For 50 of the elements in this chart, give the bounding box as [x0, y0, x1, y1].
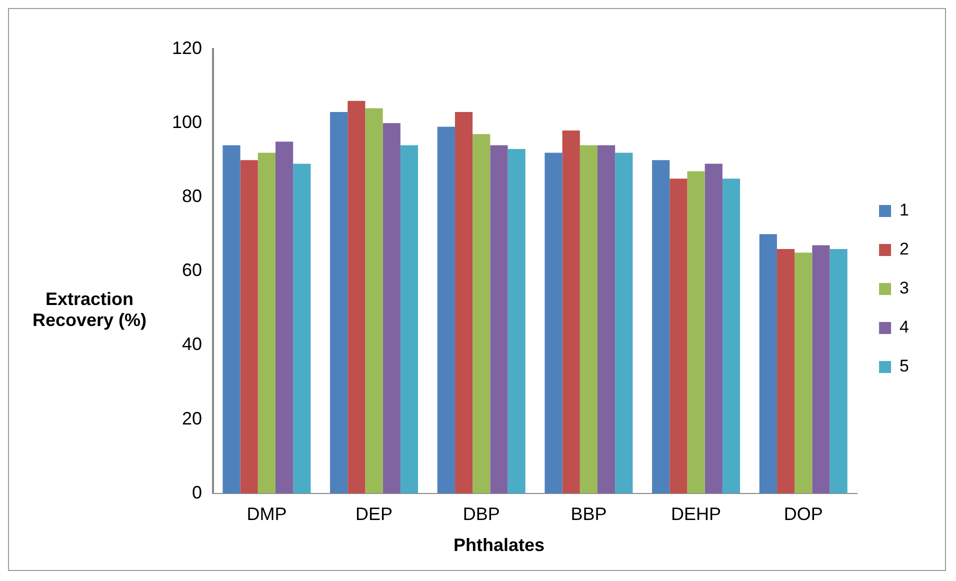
- y-axis-title: Extraction Recovery (%): [31, 289, 148, 331]
- bar: [330, 112, 348, 494]
- x-tick-label: DEP: [356, 504, 393, 524]
- legend-label: 5: [900, 356, 910, 376]
- x-tick-label: DBP: [462, 504, 500, 524]
- bar: [240, 160, 258, 494]
- bar: [580, 145, 598, 494]
- bar: [544, 152, 562, 494]
- bar: [222, 145, 240, 494]
- bar: [437, 126, 455, 494]
- x-tick-label: DMP: [246, 504, 287, 524]
- bar: [382, 123, 400, 494]
- bar: [776, 248, 795, 494]
- legend-label: 2: [900, 240, 910, 259]
- y-tick-label: 20: [182, 408, 202, 428]
- legend-label: 1: [900, 200, 910, 220]
- bar: [794, 252, 812, 494]
- bar: [722, 178, 740, 494]
- y-tick-label: 0: [192, 482, 202, 502]
- y-tick-label: 120: [172, 38, 202, 58]
- bar: [812, 245, 830, 494]
- bar: [348, 100, 366, 494]
- bar: [276, 142, 294, 494]
- y-tick-label: 40: [182, 334, 202, 354]
- x-axis-title: Phthalates: [452, 535, 546, 556]
- bar: [615, 152, 633, 494]
- y-tick-label: 80: [182, 186, 202, 206]
- bar: [293, 164, 311, 494]
- bar: [258, 152, 276, 494]
- bar: [400, 145, 418, 494]
- bar: [704, 164, 722, 494]
- legend-label: 4: [900, 318, 910, 337]
- bar: [490, 145, 508, 494]
- bar: [454, 112, 473, 494]
- bar: [562, 130, 580, 494]
- y-tick-label: 60: [182, 260, 202, 280]
- bar: [472, 134, 490, 494]
- bar: [598, 145, 616, 494]
- bar: [759, 234, 777, 494]
- bar: [670, 178, 688, 494]
- bar: [365, 108, 383, 494]
- bar: [687, 171, 705, 494]
- x-tick-label: DEHP: [671, 504, 722, 524]
- legend-label: 3: [900, 278, 910, 298]
- bar: [830, 248, 848, 494]
- x-tick-label: DOP: [784, 504, 823, 524]
- bar: [652, 160, 670, 494]
- y-tick-label: 100: [172, 112, 202, 132]
- bar: [508, 148, 526, 494]
- x-tick-label: BBP: [570, 504, 607, 524]
